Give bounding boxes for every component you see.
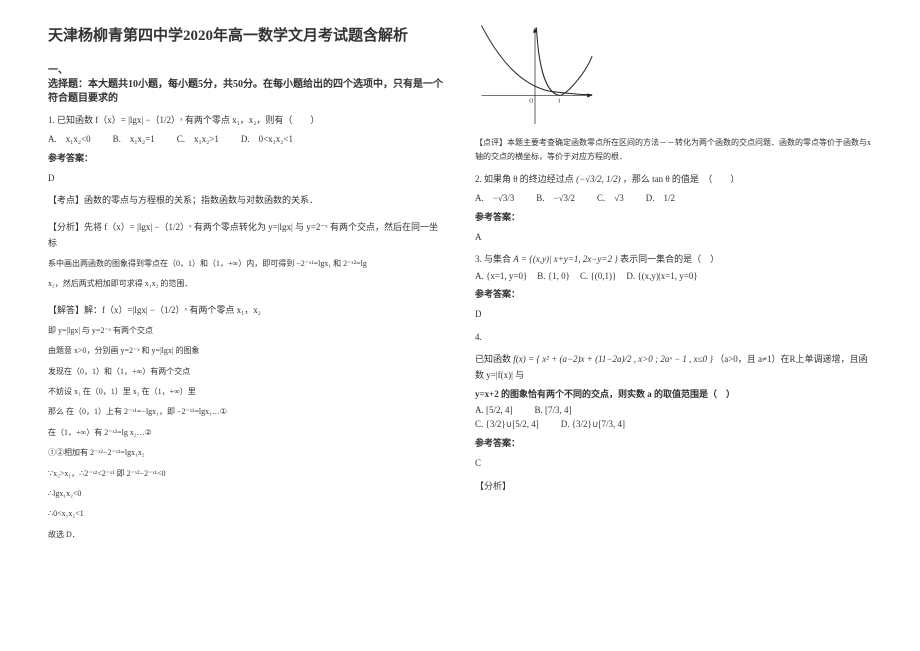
q3-opt-d: D. {(x,y)|x=1, y=0} <box>626 271 697 281</box>
q4-p2: 2aˣ − 1 , x≤0 <box>660 354 707 364</box>
q1-opt-a: A. x₁x₂<0 <box>48 132 91 145</box>
instruction: 选择题：本大题共10小题，每小题5分，共50分。在每小题给出的四个选项中，只有是… <box>48 78 445 106</box>
q2-point: (−√3/2, 1/2) <box>576 174 621 184</box>
tick-1-label: 1 <box>558 99 561 105</box>
left-column: 天津杨柳青第四中学2020年高一数学文月考试题含解析 一、 选择题：本大题共10… <box>48 24 445 627</box>
function-graph: O 1 <box>475 24 595 124</box>
q3-opt-c: C. {(0,1)} <box>580 271 616 281</box>
q1-answer: D <box>48 170 445 186</box>
q2-stem: 2. 如果角 θ 的终边经过点 (−√3/2, 1/2) ，那么 tan θ 的… <box>475 171 872 187</box>
q2-answer-label: 参考答案： <box>475 210 872 223</box>
q4-options-row1: A. [5/2, 4] B. [7/3, 4] <box>475 405 872 415</box>
q2-opt-d: D. 1/2 <box>646 191 675 204</box>
q4-p1: x² + (a−2)x + (11−2a)/2 , x>0 <box>542 354 653 364</box>
q2-stem-a: 2. 如果角 θ 的终边经过点 <box>475 174 574 184</box>
q4-opt-a: A. [5/2, 4] <box>475 405 513 415</box>
q3-stem-a: 3. 与集合 <box>475 254 511 264</box>
q3-stem: 3. 与集合 A = {(x,y)| x+y=1, 2x−y=2 } 表示同一集… <box>475 251 872 267</box>
q4-options-row2: C. {3/2}∪[5/2, 4] D. {3/2}∪[7/3, 4] <box>475 419 872 430</box>
q1-stem: 1. 已知函数 f（x）= |lgx| −（1/2）ˣ 有两个零点 x₁，x₂，… <box>48 112 445 128</box>
q3-stem-b: 表示同一集合的是（ ） <box>620 254 719 264</box>
q1-options: A. x₁x₂<0 B. x₁x₂=1 C. x₁x₂>1 D. 0<x₁x₂<… <box>48 132 445 145</box>
q4-answer-label: 参考答案： <box>475 436 872 449</box>
q1-jieda-4: 不妨设 x₁ 在（0，1）里 x₂ 在（1，+∞）里 <box>48 385 445 399</box>
right-column: O 1 【点评】本题主要考查确定函数零点所在区间的方法－－转化为两个函数的交点问… <box>475 24 872 627</box>
q1-jieda-0: 【解答】解：f（x）=|lgx| −（1/2）ˣ 有两个零点 x₁，x₂ <box>48 302 445 318</box>
q1-answer-label: 参考答案： <box>48 151 445 164</box>
q4-answer: C <box>475 455 872 471</box>
q1-jieda-8: ∵x₂>x₁，∴2⁻ˣ²<2⁻ˣ¹ 即 2⁻ˣ²−2⁻ˣ¹<0 <box>48 467 445 481</box>
q3-set: A = {(x,y)| x+y=1, 2x−y=2 } <box>513 254 618 264</box>
section-heading: 一、 <box>48 61 445 76</box>
q4-opt-b: B. [7/3, 4] <box>535 405 572 415</box>
q1-fenxi-2: 系中画出两函数的图象得到零点在（0，1）和（1，+∞）内，即可得到 −2⁻ˣ¹=… <box>48 257 445 271</box>
origin-label: O <box>529 99 533 105</box>
q4-piecewise: f(x) = { x² + (a−2)x + (11−2a)/2 , x>0 ;… <box>513 354 715 364</box>
q4-opt-d: D. {3/2}∪[7/3, 4] <box>561 419 625 430</box>
q1-fenxi-1: 【分析】先将 f（x）= |lgx| −（1/2）ˣ 有两个零点转化为 y=|l… <box>48 219 445 251</box>
q4-line: 已知函数 f(x) = { x² + (a−2)x + (11−2a)/2 , … <box>475 351 872 383</box>
q3-options: A. {x=1, y=0} B. {1, 0} C. {(0,1)} D. {(… <box>475 271 872 281</box>
q1-jieda-5: 那么 在（0，1）上有 2⁻ˣ¹=−lgx₁，即 −2⁻ˣ¹=lgx₁…① <box>48 405 445 419</box>
q1-jieda-9: ∴lgx₁x₂<0 <box>48 487 445 501</box>
q1-opt-c: C. x₁x₂>1 <box>177 132 219 145</box>
q4-stem-d: y=x+2 的图象恰有两个不同的交点，则实数 a 的取值范围是（ ） <box>475 387 872 401</box>
q4-opt-c: C. {3/2}∪[5/2, 4] <box>475 419 539 430</box>
q3-opt-b: B. {1, 0} <box>537 271 570 281</box>
q1-jieda-3: 发现在（0，1）和（1，+∞）有两个交点 <box>48 365 445 379</box>
q1-opt-b: B. x₁x₂=1 <box>113 132 155 145</box>
q2-stem-b: ，那么 tan θ 的值是 （ ） <box>623 174 740 184</box>
q1-jieda-7: ①②相加有 2⁻ˣ²−2⁻ˣ¹=lgx₁x₂ <box>48 446 445 460</box>
q2-answer: A <box>475 229 872 245</box>
q3-answer-label: 参考答案： <box>475 287 872 300</box>
q4-fenxi-label: 【分析】 <box>475 478 872 494</box>
q1-kaodian: 【考点】函数的零点与方程根的关系；指数函数与对数函数的关系． <box>48 192 445 208</box>
q1-jieda-11: 故选 D． <box>48 528 445 542</box>
q1-jieda-10: ∴0<x₁x₂<1 <box>48 507 445 521</box>
q4-stem-a: 4. <box>475 329 872 345</box>
q2-opt-a: A. −√3/3 <box>475 191 514 204</box>
q3-answer: D <box>475 306 872 322</box>
q4-stem-b: 已知函数 <box>475 354 511 364</box>
q2-options: A. −√3/3 B. −√3/2 C. √3 D. 1/2 <box>475 191 872 204</box>
q1-fenxi-3: x₂，然后两式相加即可求得 x₁x₂ 的范围． <box>48 277 445 291</box>
q1-jieda-1: 即 y=|lgx| 与 y=2⁻ˣ 有两个交点 <box>48 324 445 338</box>
q2-opt-b: B. −√3/2 <box>536 191 575 204</box>
doc-title: 天津杨柳青第四中学2020年高一数学文月考试题含解析 <box>48 24 445 45</box>
q1-jieda-6: 在（1，+∞）有 2⁻ˣ²=lg x₂…② <box>48 426 445 440</box>
q1-opt-d: D. 0<x₁x₂<1 <box>241 132 293 145</box>
q1-dianping: 【点评】本题主要考查确定函数零点所在区间的方法－－转化为两个函数的交点问题．函数… <box>475 136 872 165</box>
q3-opt-a: A. {x=1, y=0} <box>475 271 527 281</box>
q2-opt-c: C. √3 <box>597 191 624 204</box>
q1-jieda-2: 由题意 x>0，分别画 y=2⁻ˣ 和 y=|lgx| 的图象 <box>48 344 445 358</box>
